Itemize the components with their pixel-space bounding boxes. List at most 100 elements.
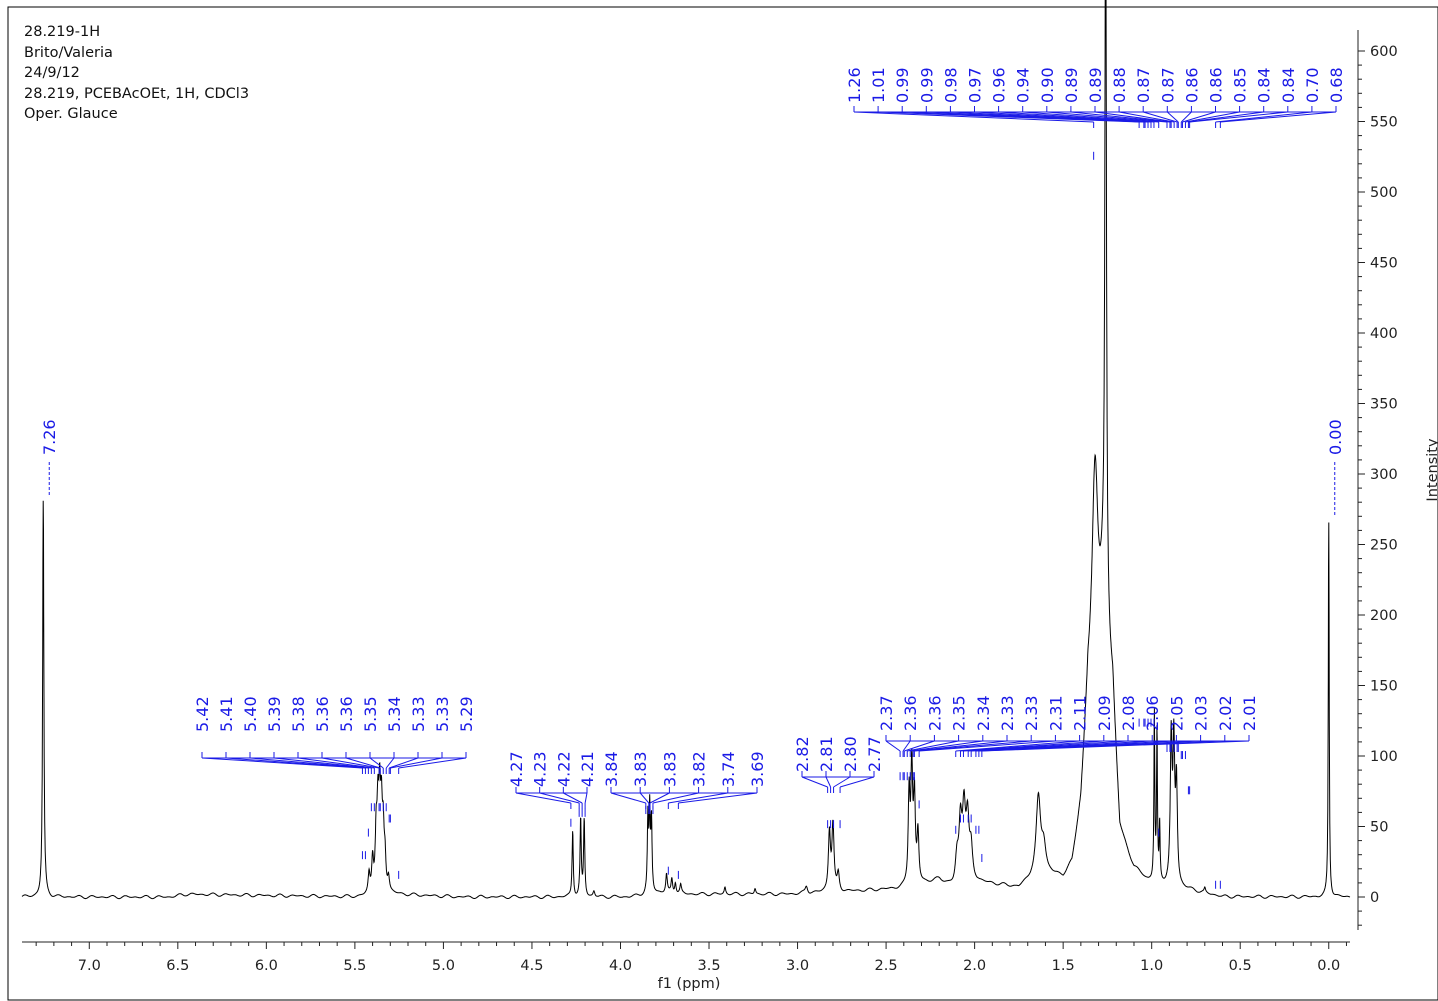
peak-label: 2.08: [1119, 695, 1138, 731]
peak-connector: [919, 740, 1056, 752]
peak-connector: [649, 792, 670, 804]
peak-label: 2.05: [1167, 695, 1186, 731]
peak-connector: [885, 740, 901, 752]
peak-label: 5.33: [409, 696, 428, 732]
peak-label: 2.81: [817, 736, 836, 772]
peak-connector: [825, 776, 832, 788]
peak-label: 0.00: [1326, 419, 1345, 455]
y-tick-label: 550: [1370, 115, 1398, 131]
peak-connector: [853, 111, 1094, 123]
y-tick-label: 200: [1370, 608, 1398, 624]
peak-label: 0.96: [990, 67, 1009, 103]
peak-connector: [833, 776, 851, 788]
peak-label: 1.01: [869, 67, 888, 103]
peak-label: 4.27: [507, 751, 526, 787]
peak-label: 2.82: [793, 736, 812, 772]
peak-label: 4.22: [554, 751, 573, 787]
peak-connector: [584, 792, 588, 804]
peak-label: 0.85: [1231, 67, 1250, 103]
peak-label: 2.03: [1192, 695, 1211, 731]
y-axis-title: Intensity: [1425, 438, 1438, 502]
peak-label: 4.21: [578, 751, 597, 787]
peak-label: 0.89: [1086, 67, 1105, 103]
peak-label: 0.89: [1062, 67, 1081, 103]
peak-label: 0.90: [1038, 67, 1057, 103]
peak-label: 2.09: [1095, 695, 1114, 731]
peak-connector: [678, 792, 758, 804]
peak-annotations: 7.26 5.42 5.41 5.40 5.39 5.38 5.36 5.36 5.35 5.34…: [40, 67, 1346, 889]
peak-connector: [398, 757, 467, 769]
peak-connector: [902, 740, 911, 752]
peak-connector: [321, 757, 380, 769]
y-axis: 0 50 100 150 200 250 300 350 400 450 500 550 600: [1357, 30, 1398, 930]
peak-label: 2.06: [1143, 695, 1162, 731]
peak-connector: [1180, 111, 1192, 123]
peak-connector: [955, 740, 1080, 752]
peak-label: 5.42: [193, 696, 212, 732]
peak-label: 5.36: [313, 696, 332, 732]
peak-label: 5.33: [433, 696, 452, 732]
peak-label: 2.37: [877, 695, 896, 731]
peak-connector: [1189, 111, 1288, 123]
y-tick-label: 50: [1370, 820, 1388, 836]
chart-frame: [7, 6, 1438, 1001]
x-tick-label: 1.5: [1052, 958, 1075, 974]
peak-label: 0.97: [966, 67, 985, 103]
peak-label: 5.34: [385, 696, 404, 732]
x-tick-label: 4.5: [520, 958, 543, 974]
peak-label: 0.87: [1158, 67, 1177, 103]
peak-connector: [1119, 111, 1175, 123]
peak-connector: [652, 792, 699, 804]
peak-label: 2.02: [1216, 695, 1235, 731]
y-tick-label: 600: [1370, 44, 1398, 60]
peak-label: 0.84: [1255, 67, 1274, 103]
x-tick-label: 5.0: [432, 958, 455, 974]
peak-label: 0.94: [1014, 67, 1033, 103]
peak-label: 2.77: [865, 736, 884, 772]
header-line-description: 28.219, PCEBAcOEt, 1H, CDCl3: [24, 85, 250, 102]
peak-label: 0.99: [893, 67, 912, 103]
peak-label: 3.74: [719, 751, 738, 787]
y-tick-label: 350: [1370, 397, 1398, 413]
y-tick-label: 400: [1370, 326, 1398, 342]
x-tick-label: 5.5: [343, 958, 366, 974]
x-tick-label: 0.5: [1229, 958, 1252, 974]
peak-label: 2.34: [974, 695, 993, 731]
y-tick-label: 0: [1370, 890, 1379, 906]
x-tick-label: 3.5: [697, 958, 720, 974]
y-tick-label: 250: [1370, 538, 1398, 554]
peak-connector: [389, 757, 419, 769]
peak-connector: [801, 776, 828, 788]
peak-label: 4.23: [531, 751, 550, 787]
peak-connector: [1070, 111, 1171, 123]
peak-label: 5.39: [265, 696, 284, 732]
peak-label: 3.82: [690, 751, 709, 787]
peak-connector: [1143, 111, 1178, 123]
x-tick-label: 4.0: [609, 958, 632, 974]
x-tick-label: 6.0: [255, 958, 278, 974]
x-tick-label: 1.0: [1140, 958, 1163, 974]
peak-label: 0.68: [1327, 67, 1346, 103]
peak-label: 3.83: [660, 751, 679, 787]
peak-connector: [1046, 111, 1168, 123]
peak-connector: [1182, 111, 1216, 123]
peak-label: 3.84: [602, 751, 621, 787]
x-axis-title: f1 (ppm): [658, 976, 721, 992]
plot-layer: [21, 0, 1351, 900]
peak-connector: [904, 740, 935, 752]
x-tick-label: 0.0: [1317, 958, 1340, 974]
peak-label: 5.36: [337, 696, 356, 732]
y-tick-label: 150: [1370, 679, 1398, 695]
peak-connector: [981, 740, 1250, 752]
peak-label: 5.29: [457, 696, 476, 732]
header-line-authors: Brito/Valeria: [24, 44, 113, 61]
peak-connector: [390, 757, 443, 769]
y-tick-label: 100: [1370, 749, 1398, 765]
peak-label: 0.84: [1279, 67, 1298, 103]
peak-connector: [839, 776, 875, 788]
x-tick-label: 7.0: [78, 958, 101, 974]
peak-label: 0.99: [917, 67, 936, 103]
peak-connector: [910, 740, 983, 752]
x-tick-label: 6.5: [166, 958, 189, 974]
x-tick-label: 3.0: [786, 958, 809, 974]
